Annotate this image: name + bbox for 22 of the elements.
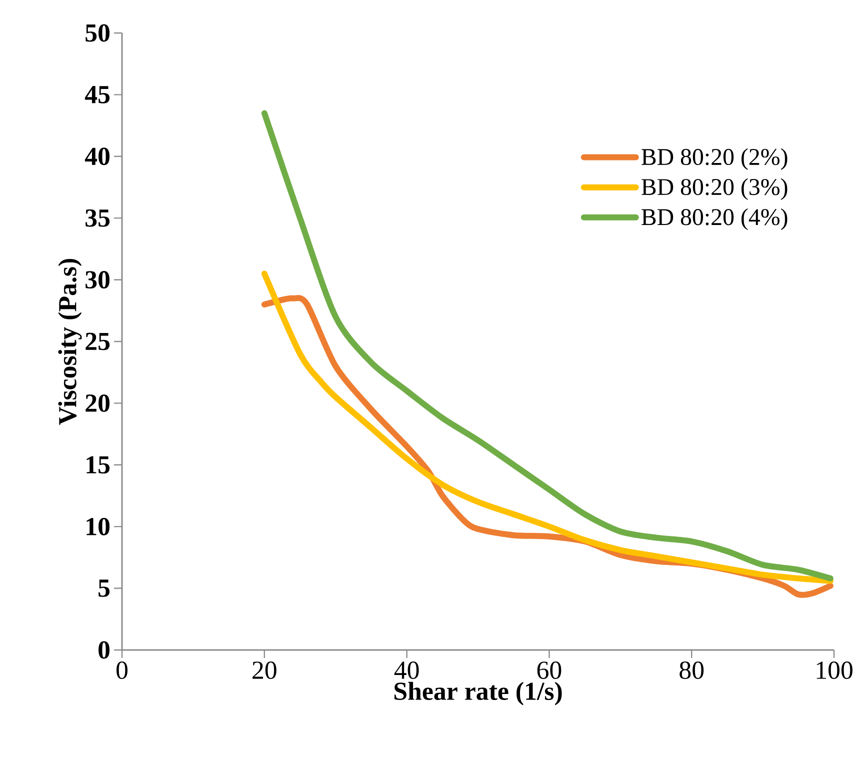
legend-label: BD 80:20 (2%): [642, 148, 788, 170]
x-axis-title: Shear rate (1/s): [394, 682, 562, 706]
x-tick-label: 80: [680, 662, 704, 679]
x-tick-label: 20: [252, 662, 276, 679]
y-tick-label: 30: [86, 271, 110, 289]
y-tick-label: 35: [86, 209, 110, 227]
y-tick-label: 15: [86, 456, 110, 474]
y-tick-label: 45: [84, 86, 110, 104]
y-axis-title: Viscosity (Pa.s): [58, 258, 82, 425]
legend-label: BD 80:20 (3%): [642, 178, 788, 200]
x-tick-label: 0: [116, 662, 128, 679]
x-tick-label: 100: [816, 662, 852, 679]
y-tick-label: 40: [84, 148, 110, 166]
y-tick-label: 25: [86, 332, 110, 350]
legend-label: BD 80:20 (4%): [642, 208, 788, 230]
y-tick-label: 20: [86, 394, 110, 412]
y-tick-label: 0: [98, 641, 110, 659]
y-tick-label: 5: [98, 580, 110, 597]
x-tick-label: 40: [394, 662, 419, 679]
x-tick-label: 60: [537, 662, 562, 679]
y-tick-label: 50: [86, 24, 110, 42]
y-tick-label: 10: [86, 518, 110, 536]
